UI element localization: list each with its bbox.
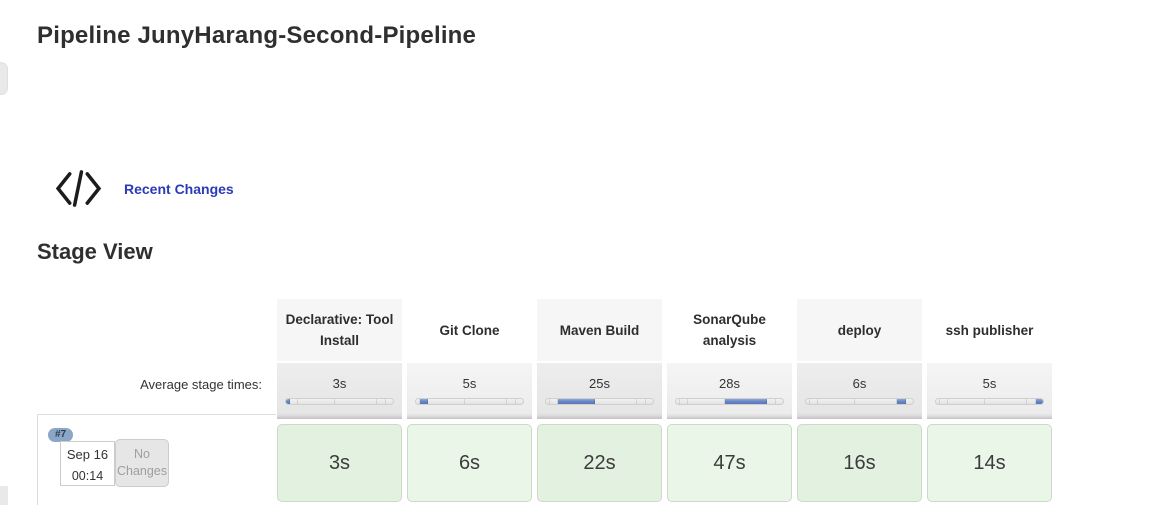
stage-header-deploy: deploy <box>797 299 922 361</box>
avg-time-value: 28s <box>719 376 740 391</box>
avg-cell-deploy: 6s <box>797 363 922 419</box>
stage-cell-maven-build[interactable]: 22s <box>537 424 662 502</box>
build-number-badge[interactable]: #7 <box>48 428 74 442</box>
avg-cell-sonarqube: 28s <box>667 363 792 419</box>
avg-time-value: 25s <box>589 376 610 391</box>
avg-time-value: 5s <box>462 376 477 391</box>
code-icon <box>55 170 102 207</box>
average-stage-times-label: Average stage times: <box>140 377 262 392</box>
stage-time-chart <box>415 398 524 405</box>
avg-time-value: 3s <box>332 376 347 391</box>
stage-time-chart <box>675 398 784 405</box>
stage-time-chart <box>935 398 1044 405</box>
stage-view-heading: Stage View <box>37 239 153 264</box>
stage-header-declarative-tool-install: Declarative: Tool Install <box>277 299 402 361</box>
page-title: Pipeline JunyHarang-Second-Pipeline <box>37 22 477 49</box>
avg-cell-ssh-publisher: 5s <box>927 363 1052 419</box>
build-time: 00:14 <box>71 469 104 483</box>
avg-cell-maven-build: 25s <box>537 363 662 419</box>
recent-changes-section: Recent Changes <box>55 170 234 207</box>
stage-header-maven-build: Maven Build <box>537 299 662 361</box>
stage-header-ssh-publisher: ssh publisher <box>927 299 1052 361</box>
stage-cell-deploy[interactable]: 16s <box>797 424 922 502</box>
recent-changes-link[interactable]: Recent Changes <box>124 180 234 197</box>
stage-view-table: Declarative: Tool Install Git Clone Mave… <box>37 297 1057 505</box>
build-date-box[interactable]: Sep 16 00:14 <box>60 441 115 486</box>
stage-cell-ssh-publisher[interactable]: 14s <box>927 424 1052 502</box>
stage-header-git-clone: Git Clone <box>407 299 532 361</box>
build-date: Sep 16 <box>66 447 109 462</box>
stage-cell-sonarqube[interactable]: 47s <box>667 424 792 502</box>
cutoff-panel-fragment <box>0 62 8 95</box>
stage-cell-declarative[interactable]: 3s <box>277 424 402 502</box>
stage-time-chart <box>285 398 394 405</box>
stage-time-chart <box>545 398 654 405</box>
avg-time-value: 5s <box>982 376 997 391</box>
stage-cell-git-clone[interactable]: 6s <box>407 424 532 502</box>
avg-time-value: 6s <box>852 376 867 391</box>
avg-cell-declarative: 3s <box>277 363 402 419</box>
build-changes-box: No Changes <box>115 439 169 487</box>
stage-header-sonarqube-analysis: SonarQube analysis <box>667 299 792 361</box>
avg-cell-git-clone: 5s <box>407 363 532 419</box>
cutoff-scrollbar-fragment <box>0 486 8 505</box>
stage-time-chart <box>805 398 914 405</box>
